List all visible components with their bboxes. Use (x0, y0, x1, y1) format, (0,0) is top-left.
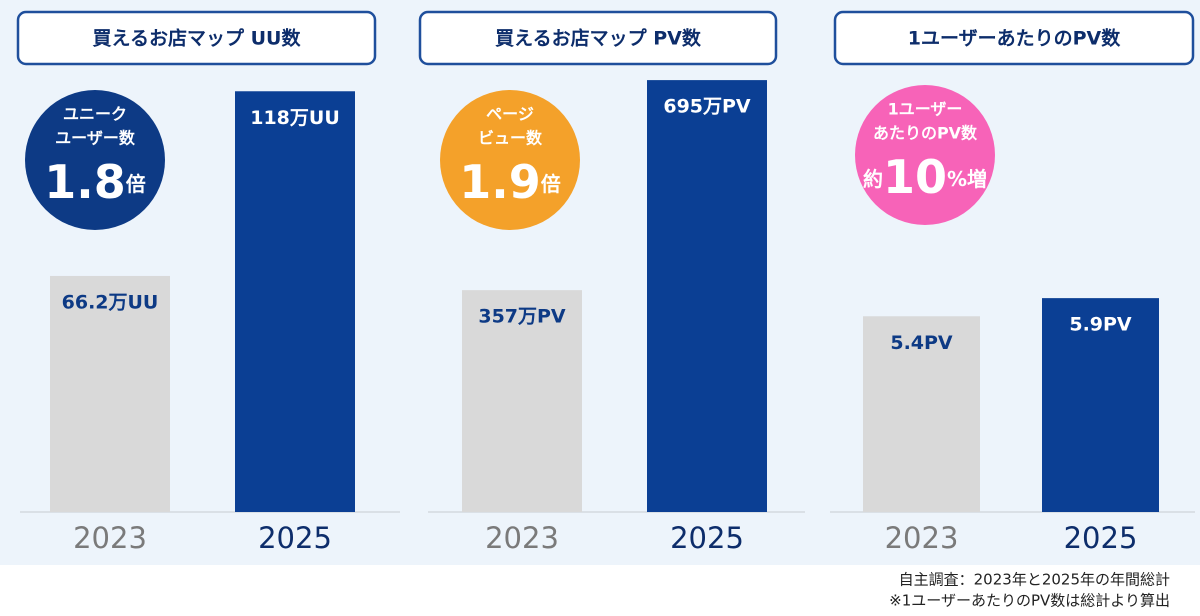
x-tick-label: 2025 (258, 521, 332, 555)
x-tick-label: 2023 (485, 521, 559, 555)
badge-figure: 1.8倍 (44, 155, 146, 209)
chart-title: 買えるお店マップ PV数 (495, 27, 702, 50)
value-label: 695万PV (663, 96, 751, 118)
title-box (418, 10, 778, 66)
badge-value: 10 (883, 150, 947, 204)
title-box (16, 10, 377, 66)
bar (235, 91, 355, 512)
badge (855, 85, 995, 225)
badge-text: ユーザー数 (55, 129, 136, 148)
value-label: 118万UU (250, 107, 340, 129)
value-label: 66.2万UU (62, 291, 159, 313)
badge (440, 90, 580, 230)
x-tick-label: 2023 (885, 521, 959, 555)
footnote: 自主調査：2023年と2025年の年間総計 (899, 571, 1170, 589)
title-box (833, 10, 1195, 66)
badge-text: ユニーク (63, 105, 127, 124)
badge-figure: 1.9倍 (459, 155, 561, 209)
badge (25, 90, 165, 230)
x-tick-label: 2023 (73, 521, 147, 555)
value-label: 5.4PV (890, 332, 953, 354)
badge-text: あたりのPV数 (873, 124, 978, 143)
bar (462, 290, 582, 512)
bar (50, 275, 170, 512)
badge-text: ページ (486, 105, 534, 124)
footnote: ※1ユーザーあたりのPV数は総計より算出 (889, 592, 1170, 610)
badge-prefix: 約 (863, 167, 883, 191)
bar (863, 316, 980, 512)
chart-title: 1ユーザーあたりのPV数 (908, 27, 1121, 50)
value-label: 5.9PV (1069, 314, 1132, 336)
value-label: 357万PV (478, 306, 566, 328)
badge-value: 1.8 (44, 155, 126, 209)
badge-value: 1.9 (459, 155, 541, 209)
bar (1042, 298, 1159, 512)
badge-text: 1ユーザー (888, 100, 963, 119)
badge-unit: %増 (947, 167, 987, 191)
badge-unit: 倍 (126, 172, 146, 196)
x-tick-label: 2025 (1064, 521, 1138, 555)
footer-background (0, 565, 1200, 616)
badge-text: ビュー数 (478, 129, 543, 148)
bar (647, 80, 767, 512)
chart-title: 買えるお店マップ UU数 (93, 27, 302, 50)
badge-figure: 約10%増 (863, 150, 987, 204)
badge-unit: 倍 (541, 172, 561, 196)
x-tick-label: 2025 (670, 521, 744, 555)
background (0, 0, 1200, 565)
